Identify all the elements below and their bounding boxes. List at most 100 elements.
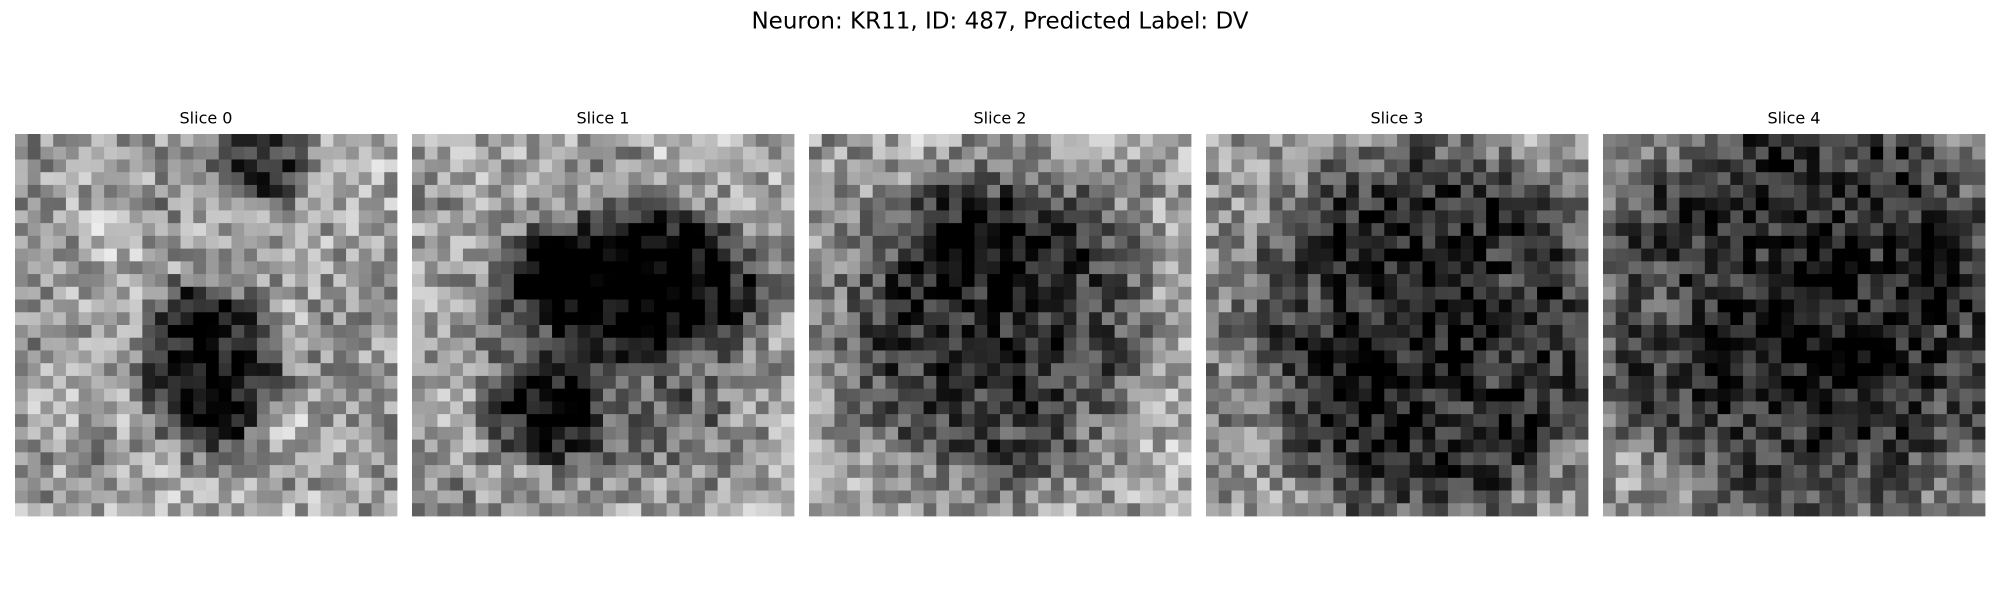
pixel — [1114, 274, 1128, 288]
pixel — [717, 439, 731, 453]
pixel — [91, 223, 105, 237]
pixel — [1921, 375, 1935, 390]
pixel — [412, 426, 426, 440]
pixel — [501, 337, 515, 351]
pixel — [961, 337, 975, 351]
pixel — [269, 477, 283, 491]
pixel — [1178, 274, 1192, 288]
pixel — [781, 452, 795, 466]
pixel — [987, 414, 1001, 428]
pixel — [526, 184, 540, 199]
pixel — [603, 375, 617, 390]
pixel — [1206, 248, 1220, 262]
pixel — [462, 426, 477, 440]
pixel — [1165, 312, 1179, 326]
pixel — [424, 350, 438, 364]
pixel — [834, 197, 848, 211]
pixel — [1562, 286, 1576, 300]
pixel — [768, 248, 782, 262]
pixel — [1127, 184, 1141, 199]
pixel — [1615, 375, 1629, 390]
pixel — [1934, 274, 1948, 288]
pixel — [116, 146, 130, 160]
pixel — [859, 401, 874, 415]
pixel — [346, 401, 360, 415]
pixel — [577, 223, 591, 237]
pixel — [641, 261, 655, 275]
pixel — [1397, 223, 1411, 237]
pixel — [539, 388, 553, 402]
pixel — [1641, 414, 1655, 428]
pixel — [1498, 452, 1512, 466]
pixel — [244, 401, 258, 415]
pixel — [1524, 325, 1538, 339]
pixel — [872, 184, 886, 199]
pixel — [577, 261, 591, 275]
pixel — [1269, 299, 1283, 313]
pixel — [910, 363, 924, 377]
pixel — [1038, 223, 1052, 237]
pixel — [1101, 261, 1115, 275]
pixel — [1704, 477, 1718, 491]
pixel — [231, 426, 245, 440]
pixel — [1806, 146, 1820, 160]
pixel — [462, 375, 477, 390]
pixel — [552, 388, 566, 402]
pixel — [628, 465, 642, 479]
pixel — [1025, 325, 1039, 339]
pixel — [412, 274, 426, 288]
pixel — [1218, 172, 1232, 186]
pixel — [936, 134, 950, 148]
pixel — [437, 363, 451, 377]
pixel — [1460, 350, 1474, 364]
pixel — [1524, 184, 1538, 199]
pixel — [116, 325, 130, 339]
pixel — [1333, 414, 1347, 428]
pixel — [450, 146, 464, 160]
pixel — [1076, 337, 1090, 351]
pixel — [1269, 325, 1283, 339]
pixel — [1127, 503, 1141, 517]
pixel — [475, 452, 489, 466]
pixel — [371, 274, 385, 288]
pixel — [1486, 363, 1500, 377]
pixel — [412, 503, 426, 517]
pixel — [1295, 235, 1309, 249]
pixel — [603, 274, 617, 288]
pixel — [1692, 235, 1706, 249]
pixel — [1946, 477, 1960, 491]
pixel — [1231, 350, 1245, 364]
pixel — [256, 197, 271, 211]
pixel — [1206, 452, 1220, 466]
pixel — [1641, 350, 1655, 364]
pixel — [1628, 503, 1642, 517]
pixel — [155, 401, 169, 415]
pixel — [1511, 299, 1525, 313]
pixel — [129, 159, 143, 173]
pixel — [1256, 337, 1271, 351]
pixel — [1562, 134, 1576, 148]
pixel — [936, 414, 950, 428]
pixel — [333, 274, 347, 288]
pixel — [1511, 159, 1525, 173]
pixel — [1537, 452, 1551, 466]
pixel — [949, 363, 963, 377]
pixel — [577, 388, 591, 402]
pixel — [1575, 452, 1589, 466]
pixel — [155, 452, 169, 466]
pixel — [180, 159, 194, 173]
pixel — [898, 159, 912, 173]
pixel — [1819, 490, 1833, 504]
pixel — [1959, 274, 1973, 288]
pixel — [1575, 146, 1589, 160]
pixel — [1435, 452, 1449, 466]
pixel — [450, 477, 464, 491]
pixel — [641, 312, 655, 326]
pixel — [1870, 312, 1884, 326]
pixel — [1460, 414, 1474, 428]
pixel — [1358, 235, 1372, 249]
pixel — [564, 312, 578, 326]
pixel — [755, 210, 769, 224]
pixel — [65, 248, 80, 262]
pixel — [1946, 350, 1960, 364]
